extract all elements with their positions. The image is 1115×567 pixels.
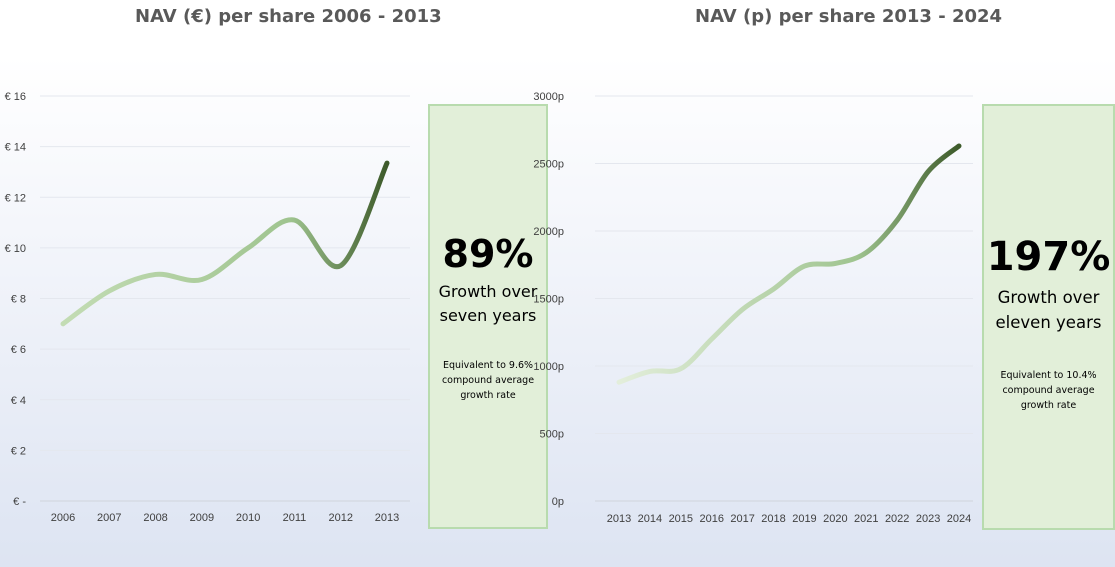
cagr-line-1: Equivalent to 9.6% [442, 360, 534, 371]
y-tick-label: 2500p [533, 159, 564, 171]
cagr-note: Equivalent to 10.4% compound average gro… [990, 368, 1107, 413]
x-tick-label: 2007 [97, 512, 121, 524]
nav-pence-line-chart: 0p 500p 1000p 1500p 2000p 2500p 3000p 2013 2014 2… [533, 91, 973, 525]
x-tick-label: 2024 [947, 513, 971, 525]
nav-euro-line-chart: € - € 2 € 4 € 6 € 8 € 10 € 12 € 14 € 16 2006 2007 2… [5, 91, 410, 524]
nav-pence-chart-panel: NAV (p) per share 2013 - 2024 0p 500p 1000… [533, 0, 1115, 567]
growth-percent: 89% [442, 232, 534, 276]
cagr-line-3: growth rate [1020, 400, 1077, 411]
x-tick-label: 2012 [328, 512, 352, 524]
y-tick-label: 500p [540, 429, 564, 441]
growth-line-1: Growth over [997, 288, 1100, 307]
y-tick-label: € 8 [11, 294, 26, 306]
x-tick-label: 2013 [607, 513, 631, 525]
x-tick-label: 2010 [236, 512, 260, 524]
growth-description: Growth over eleven years [984, 285, 1113, 335]
y-tick-label: 3000p [533, 91, 564, 103]
y-tick-label: € 16 [5, 91, 26, 103]
y-tick-label: € 6 [11, 344, 26, 356]
x-tick-label: 2019 [792, 513, 816, 525]
y-tick-label: € - [13, 496, 26, 508]
y-tick-label: € 2 [11, 445, 26, 457]
cagr-line-1: Equivalent to 10.4% [1000, 370, 1097, 381]
growth-callout: 197% Growth over eleven years Equivalent… [982, 104, 1115, 530]
x-tick-label: 2014 [638, 513, 662, 525]
y-tick-label: € 10 [5, 243, 26, 255]
x-tick-label: 2017 [730, 513, 754, 525]
nav-series-line [616, 143, 962, 385]
growth-line-1: Growth over [438, 282, 538, 301]
x-tick-label: 2009 [190, 512, 214, 524]
x-tick-label: 2011 [283, 512, 307, 524]
growth-description: Growth over seven years [430, 280, 546, 328]
chart-title: NAV (p) per share 2013 - 2024 [695, 6, 1003, 27]
y-tick-label: 1500p [533, 294, 564, 306]
x-tick-label: 2015 [669, 513, 693, 525]
growth-callout: 89% Growth over seven years Equivalent t… [428, 104, 548, 529]
y-tick-label: € 12 [5, 192, 26, 204]
x-tick-label: 2022 [885, 513, 909, 525]
x-tick-label: 2016 [699, 513, 723, 525]
x-tick-label: 2023 [916, 513, 940, 525]
y-tick-label: € 14 [5, 142, 26, 154]
x-tick-label: 2020 [823, 513, 847, 525]
x-tick-label: 2008 [143, 512, 167, 524]
x-tick-label: 2021 [854, 513, 878, 525]
x-tick-label: 2018 [761, 513, 785, 525]
x-tick-label: 2006 [51, 512, 75, 524]
y-tick-label: 0p [552, 496, 564, 508]
growth-percent: 197% [986, 234, 1111, 280]
cagr-note: Equivalent to 9.6% compound average grow… [436, 358, 540, 403]
growth-line-2: eleven years [995, 313, 1102, 332]
cagr-line-3: growth rate [460, 390, 516, 401]
cagr-line-2: compound average [441, 375, 535, 386]
y-tick-label: € 4 [11, 395, 26, 407]
growth-line-2: seven years [439, 306, 537, 325]
cagr-line-2: compound average [1002, 385, 1095, 396]
y-tick-label: 2000p [533, 226, 564, 238]
y-tick-label: 1000p [533, 361, 564, 373]
nav-series-line [60, 160, 390, 327]
x-tick-label: 2013 [375, 512, 399, 524]
nav-euro-chart-panel: NAV (€) per share 2006 - 2013 € - € 2 € 4 €… [0, 0, 557, 567]
chart-title: NAV (€) per share 2006 - 2013 [135, 6, 442, 27]
